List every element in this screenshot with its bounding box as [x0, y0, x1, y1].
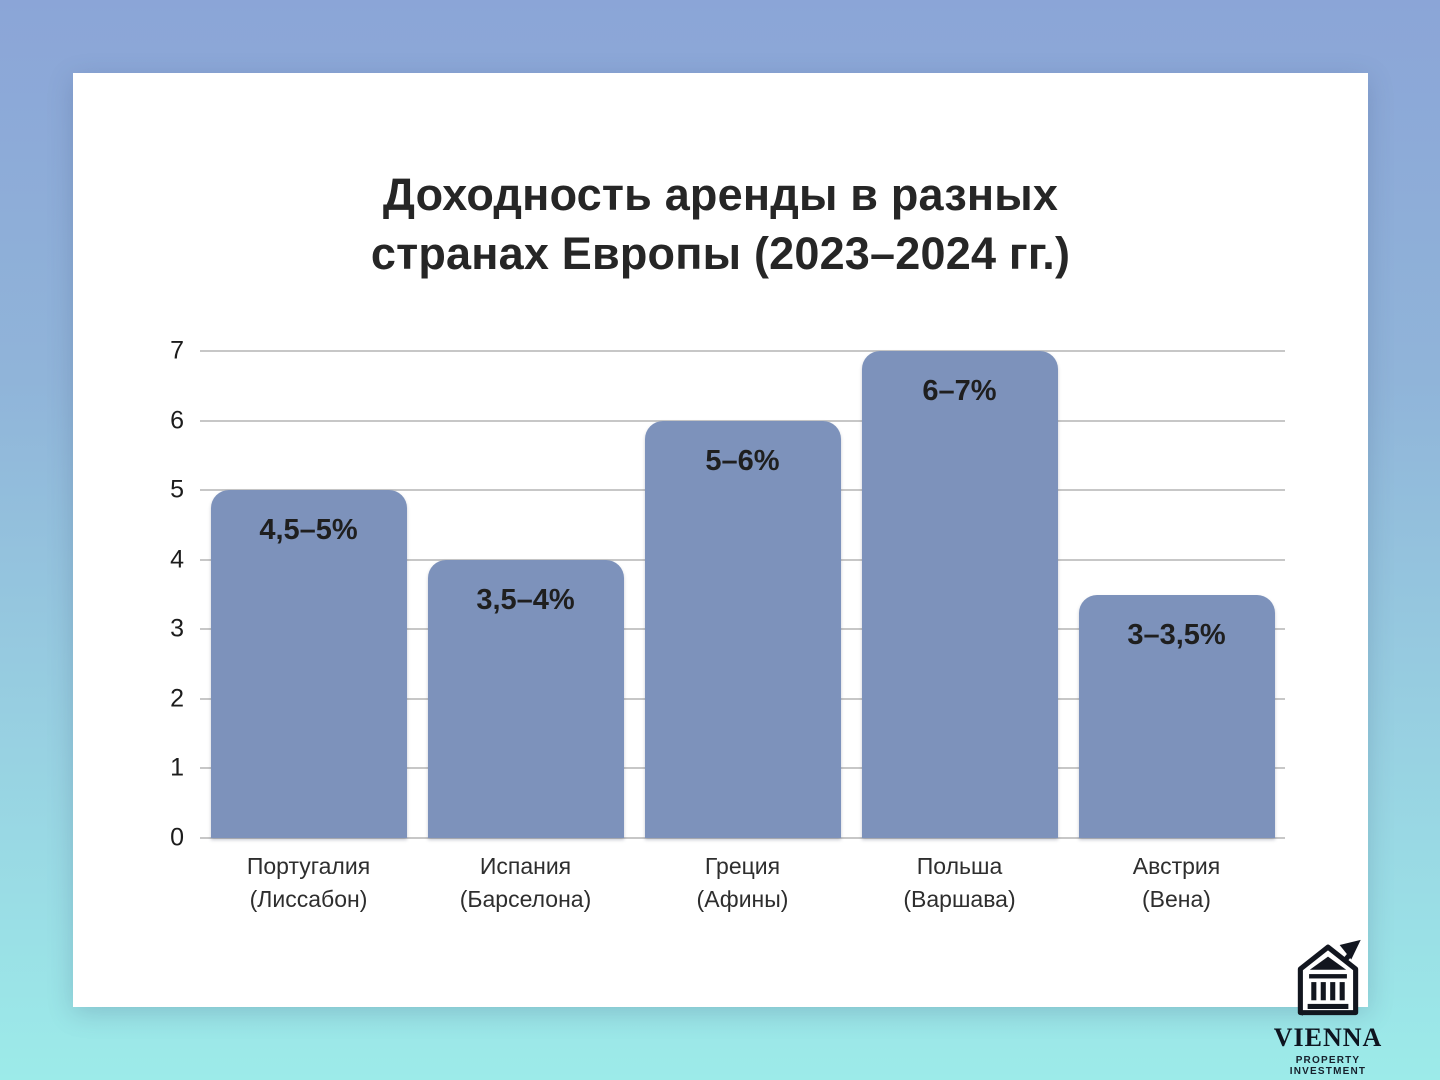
y-axis-tick-label: 5 [170, 475, 184, 504]
y-axis-tick-label: 6 [170, 406, 184, 435]
gridline-y-0 [200, 837, 1285, 839]
bar-Португалия: 4,5–5% [210, 490, 407, 838]
bank-building-with-growth-arrow-icon [1297, 939, 1361, 1016]
chart-card: Доходность аренды в разных странах Европ… [73, 73, 1368, 1007]
bar-Греция: 5–6% [644, 420, 841, 838]
bar-value-label: 4,5–5% [259, 514, 358, 547]
x-axis-label-country: Греция [704, 853, 781, 879]
x-axis-label-country: Польша [916, 853, 1003, 879]
x-axis-label: Португалия (Лиссабон) [200, 850, 417, 917]
x-axis-label-country: Испания [479, 853, 572, 879]
gridline-y-6 [200, 419, 1285, 422]
logo-subtitle: PROPERTY INVESTMENT [1289, 1055, 1367, 1077]
logo: VIENNA PROPERTY INVESTMENT [1258, 937, 1398, 1077]
y-axis-tick-label: 2 [170, 684, 184, 713]
bar-value-label: 6–7% [922, 375, 997, 407]
x-axis-label-city: (Афины) [696, 886, 789, 913]
y-axis-tick-label: 1 [170, 753, 184, 782]
bar-Австрия: 3–3,5% [1078, 594, 1275, 838]
x-axis-label: Испания (Барселона) [417, 850, 634, 917]
x-axis-label-city: (Варшава) [903, 886, 1016, 913]
bar-value-label: 5–6% [705, 444, 780, 477]
x-axis-label: Польша (Варшава) [851, 850, 1068, 917]
bar-Польша: 6–7% [861, 351, 1058, 838]
x-axis-label-country: Португалия [246, 853, 371, 879]
bar-chart-plot-area: 0 1 2 3 4 5 6 7 4,5–5% Португалия (Лиссабон) 3,5–4%… [170, 337, 1285, 912]
y-axis-tick-label: 0 [170, 823, 184, 852]
bar-value-label: 3,5–4% [476, 583, 575, 616]
gridline-y-7 [200, 350, 1285, 352]
bar-value-label: 3–3,5% [1127, 618, 1226, 651]
x-axis-label: Греция (Афины) [634, 850, 851, 917]
y-axis-tick-label: 4 [170, 545, 184, 574]
x-axis-label-city: (Барселона) [459, 886, 592, 913]
x-axis-label: Австрия (Вена) [1068, 850, 1285, 917]
x-axis-label-city: (Лиссабон) [249, 886, 368, 913]
x-axis-label-country: Австрия [1132, 853, 1221, 879]
y-axis-tick-label: 3 [170, 614, 184, 643]
x-axis-label-city: (Вена) [1142, 886, 1211, 913]
bar-Испания: 3,5–4% [427, 559, 624, 838]
chart-title: Доходность аренды в разных странах Европ… [73, 165, 1368, 284]
chart-title-line-1: Доходность аренды в разных [382, 169, 1059, 220]
y-axis-tick-label: 7 [170, 336, 184, 365]
chart-title-line-2: странах Европы (2023–2024 гг.) [370, 228, 1071, 280]
logo-name: VIENNA [1273, 1023, 1383, 1052]
